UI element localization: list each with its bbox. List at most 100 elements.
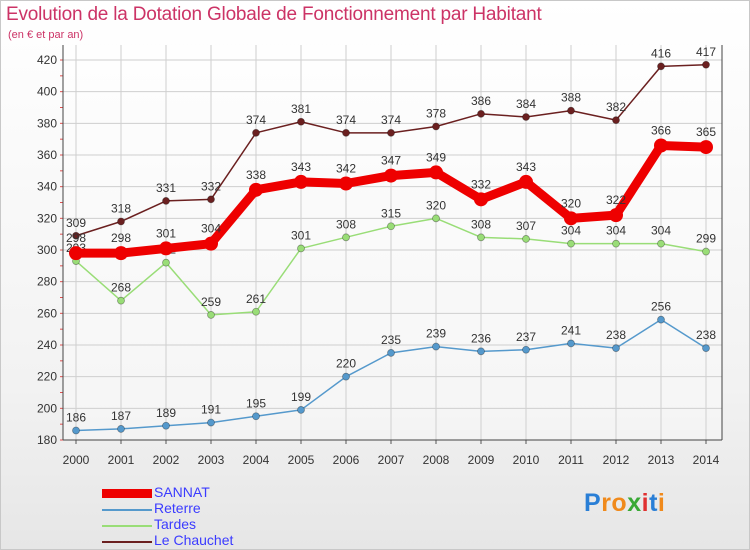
data-point-tardes <box>117 296 125 305</box>
data-point-sannat <box>609 208 623 223</box>
data-point-sannat <box>384 168 398 183</box>
x-tick-label: 2008 <box>423 453 450 467</box>
data-point-tardes <box>162 258 170 267</box>
data-label-reterre: 241 <box>561 323 581 337</box>
data-point-le-chauchet <box>342 128 350 137</box>
x-tick-label: 2014 <box>693 453 720 467</box>
data-label-tardes: 308 <box>336 217 356 231</box>
data-label-reterre: 238 <box>696 328 716 342</box>
data-point-sannat <box>159 241 173 256</box>
x-tick-label: 2012 <box>603 453 630 467</box>
x-tick-label: 2005 <box>288 453 315 467</box>
y-tick-label: 200 <box>37 401 57 415</box>
legend-label-le-chauchet: Le Chauchet <box>154 532 234 548</box>
data-point-tardes <box>432 214 440 223</box>
y-tick-label: 240 <box>37 338 57 352</box>
data-label-sannat: 320 <box>561 196 581 210</box>
y-tick-label: 300 <box>37 243 57 257</box>
data-point-sannat <box>564 211 578 226</box>
data-point-sannat <box>699 140 713 155</box>
data-point-sannat <box>294 174 308 189</box>
data-label-tardes: 307 <box>516 219 536 233</box>
data-point-sannat <box>654 138 668 153</box>
data-point-tardes <box>522 235 530 243</box>
legend-swatch-le-chauchet <box>102 541 152 543</box>
data-point-sannat <box>429 165 443 180</box>
y-tick-label: 400 <box>37 85 57 99</box>
data-point-le-chauchet <box>207 195 215 204</box>
data-point-reterre <box>522 345 530 354</box>
data-point-reterre <box>567 339 575 348</box>
data-label-le-chauchet: 381 <box>291 102 311 116</box>
data-label-le-chauchet: 388 <box>561 91 581 105</box>
data-label-sannat: 298 <box>66 231 86 245</box>
y-tick-label: 180 <box>37 433 57 447</box>
legend-swatch-reterre <box>102 509 152 511</box>
data-label-reterre: 235 <box>381 333 401 347</box>
data-label-le-chauchet: 332 <box>201 179 221 193</box>
y-tick-label: 220 <box>37 370 57 384</box>
data-label-tardes: 320 <box>426 198 446 212</box>
data-label-le-chauchet: 318 <box>111 202 131 216</box>
data-point-sannat <box>339 176 353 191</box>
brand-letter: P <box>584 489 602 517</box>
data-point-sannat <box>204 236 218 251</box>
data-label-reterre: 199 <box>291 390 311 404</box>
data-point-reterre <box>432 342 440 351</box>
y-tick-label: 380 <box>37 116 57 130</box>
data-point-sannat <box>474 192 488 207</box>
data-point-tardes <box>342 233 350 242</box>
data-label-reterre: 189 <box>156 406 176 420</box>
data-label-tardes: 301 <box>291 228 311 242</box>
data-label-tardes: 304 <box>606 224 626 238</box>
y-tick-label: 340 <box>37 180 57 194</box>
data-label-sannat: 366 <box>651 124 671 138</box>
data-label-sannat: 349 <box>426 150 446 164</box>
data-label-sannat: 343 <box>291 160 311 174</box>
brand-letter: r <box>601 489 612 517</box>
data-label-reterre: 239 <box>426 327 446 341</box>
data-label-le-chauchet: 374 <box>336 113 356 127</box>
x-tick-label: 2001 <box>108 453 135 467</box>
x-tick-label: 2000 <box>63 453 90 467</box>
data-label-le-chauchet: 382 <box>606 100 626 114</box>
legend-label-sannat: SANNAT <box>154 484 210 500</box>
data-label-reterre: 220 <box>336 357 356 371</box>
data-label-sannat: 342 <box>336 162 356 176</box>
data-point-le-chauchet <box>612 116 620 125</box>
brand-letter: x <box>627 489 642 517</box>
data-point-tardes <box>657 239 665 248</box>
data-label-le-chauchet: 309 <box>66 216 86 230</box>
data-point-le-chauchet <box>117 217 125 226</box>
data-label-sannat: 347 <box>381 154 401 168</box>
data-point-sannat <box>114 246 128 261</box>
brand-letter: t <box>649 489 658 517</box>
data-label-le-chauchet: 374 <box>246 113 266 127</box>
data-label-sannat: 365 <box>696 125 716 139</box>
data-label-sannat: 304 <box>201 222 221 236</box>
data-label-reterre: 191 <box>201 403 221 417</box>
x-tick-label: 2013 <box>648 453 675 467</box>
data-point-le-chauchet <box>657 62 665 71</box>
data-label-tardes: 304 <box>561 224 581 238</box>
data-point-reterre <box>117 425 125 433</box>
data-label-reterre: 195 <box>246 396 266 410</box>
brand-letter: o <box>611 489 628 517</box>
data-label-reterre: 256 <box>651 300 671 314</box>
data-label-reterre: 186 <box>66 411 86 425</box>
y-tick-label: 360 <box>37 148 57 162</box>
data-label-reterre: 237 <box>516 330 536 344</box>
data-point-tardes <box>297 244 305 253</box>
data-point-le-chauchet <box>477 109 485 118</box>
data-label-reterre: 236 <box>471 331 491 345</box>
data-point-reterre <box>252 412 260 421</box>
legend-swatch-sannat <box>102 489 152 498</box>
data-label-sannat: 343 <box>516 160 536 174</box>
data-label-reterre: 187 <box>111 409 131 423</box>
proxiti-logo: Proxiti <box>584 489 665 518</box>
data-label-le-chauchet: 331 <box>156 181 176 195</box>
x-tick-label: 2003 <box>198 453 225 467</box>
data-point-le-chauchet <box>297 117 305 126</box>
x-tick-label: 2007 <box>378 453 405 467</box>
data-label-le-chauchet: 416 <box>651 46 671 60</box>
